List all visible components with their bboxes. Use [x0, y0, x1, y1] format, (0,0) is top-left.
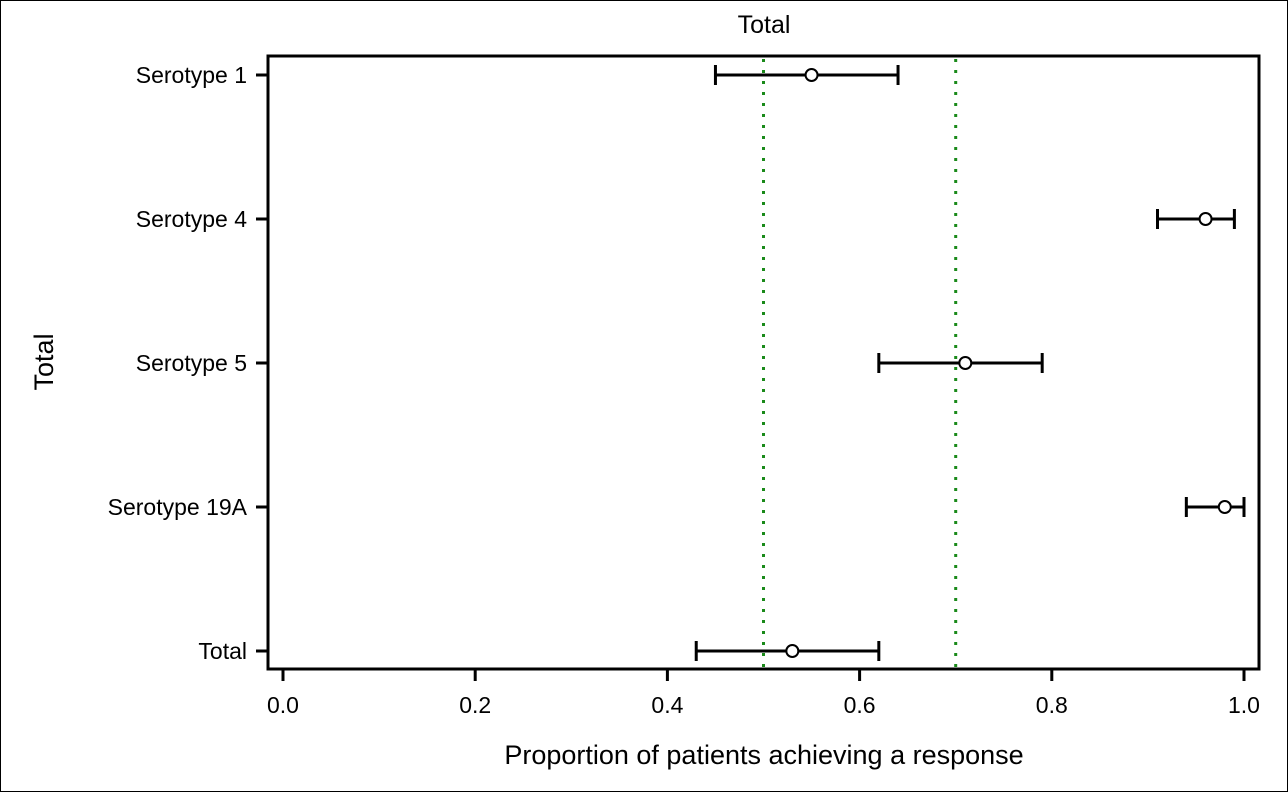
y-tick-label-0: Serotype 1	[136, 62, 247, 88]
estimate-point-1	[1198, 212, 1213, 226]
x-axis: 0.0 0.2 0.4 0.6 0.8 1.0	[267, 669, 1260, 718]
x-tick-label-4: 0.8	[1036, 692, 1068, 718]
y-tick-label-2: Serotype 5	[136, 350, 247, 376]
y-tick-label-1: Serotype 4	[136, 206, 247, 232]
x-tick-label-2: 0.4	[651, 692, 683, 718]
chart-title: Total	[738, 11, 791, 39]
x-tick-label-0: 0.0	[267, 692, 299, 718]
y-axis: Serotype 1 Serotype 4 Serotype 5 Serotype 1…	[108, 62, 268, 664]
x-axis-label: Proportion of patients achieving a respo…	[504, 740, 1023, 770]
x-tick-label-1: 0.2	[459, 692, 491, 718]
reference-lines	[762, 59, 958, 667]
y-axis-label: Total	[29, 333, 59, 390]
x-tick-label-3: 0.6	[844, 692, 876, 718]
x-tick-label-5: 1.0	[1228, 692, 1260, 718]
data-marks	[694, 65, 1246, 661]
estimate-point-0	[804, 68, 819, 82]
y-tick-label-3: Serotype 19A	[108, 494, 248, 520]
y-tick-label-4: Total	[198, 638, 247, 664]
estimate-point-2	[958, 356, 973, 370]
estimate-point-3	[1217, 500, 1232, 514]
estimate-point-4	[785, 644, 800, 658]
